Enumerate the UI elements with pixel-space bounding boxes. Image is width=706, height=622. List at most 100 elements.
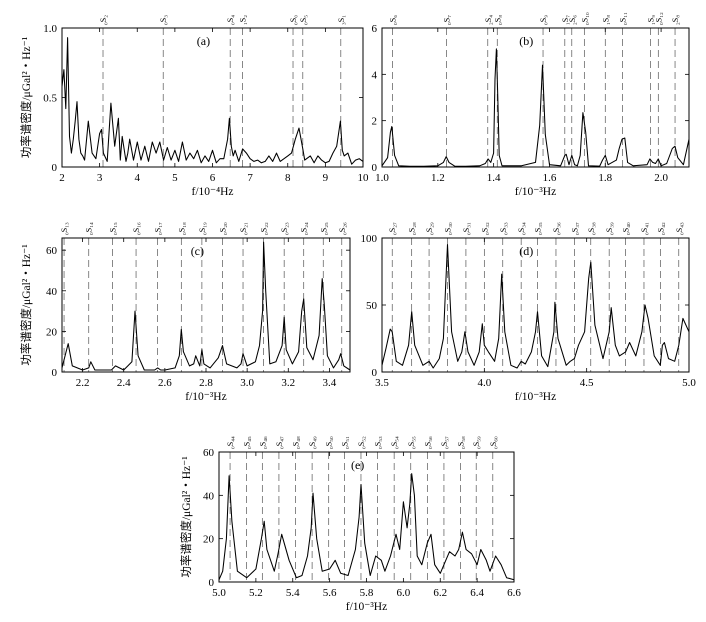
mode-label: ₀S₅₈ [457,436,466,449]
panel-c: ₀S₁₃ ₀S₁₄ ₀S₁₅ ₀S₁₆ ₀S₁₇ ₀S₁₈ ₀S₁₉ ₀S₂₀ ₀S₂₁ ₀S₂₂… [19,222,351,403]
y-tick-label: 0 [52,367,58,379]
mode-label: ₀S₆ [389,15,398,25]
mode-label: ₀S₂ [99,15,108,25]
panel-label: (e) [351,458,364,472]
y-tick-label: 40 [203,490,215,502]
x-tick-label: 2.6 [158,377,172,389]
x-tick-label: 1.6 [543,172,557,184]
mode-label: ₀S₁₃ [60,222,69,235]
axes-frame [381,237,690,373]
x-tick-label: 5.2 [249,587,263,599]
mode-label: ₀S₄₈ [292,436,301,449]
mode-label: ₃S₁ [337,15,346,25]
mode-label: ₀S₄₀ [622,222,631,235]
mode-label: ₀S₂₃ [280,222,289,235]
x-tick-label: 3.0 [240,377,254,389]
spectrum-line [381,48,690,167]
spectrum-line [218,473,515,581]
y-tick-label: 20 [46,326,58,338]
x-tick-label: 2.8 [199,377,213,389]
x-tick-label: 2.2 [76,377,90,389]
x-tick-label: 5.8 [360,587,374,599]
spectrum-line [61,241,351,371]
panel-e: ₀S₄₄ ₀S₄₅ ₀S₄₆ ₀S₄₇ ₀S₄₈ ₀S₄₉ ₀S₅₀ ₀S₅₁ ₀S₅₂ ₀S₅₃… [179,436,521,613]
mode-label: ₀S₃₀ [443,222,452,235]
x-tick-label: 3.4 [323,377,337,389]
mode-label: ₀S₅₅ [407,436,416,449]
mode-label: ₀S₂₆ [338,222,347,235]
mode-label: ₀S₄₅ [243,436,252,449]
mode-label: ₀S₃₇ [570,222,579,235]
mode-label: ₀S₁₆ [132,222,141,235]
y-axis-label: 功率谱密度/μGal²・Hz⁻¹ [19,36,33,158]
mode-label: ₀S₅₃ [374,436,383,449]
x-tick-label: 3 [97,172,103,184]
mode-label: ₀S₄₁ [640,222,649,235]
y-tick-label: 1.0 [43,23,57,35]
mode-label: ₂S₈ [671,15,680,25]
x-tick-label: 6.6 [507,587,521,599]
mode-label: ₀S₁₉ [198,222,207,235]
spectrum-line [381,244,690,369]
mode-label: ₀S₃₂ [480,222,489,235]
mode-label: ₀S₁₁ [619,12,628,25]
x-tick-label: 5.0 [212,587,226,599]
mode-label: ₀S₃₁ [462,222,471,235]
mode-label: ₀S₁₀ [580,12,589,25]
x-tick-label: 9 [323,172,329,184]
y-tick-label: 50 [366,300,378,312]
mode-label: ₀S₃₈ [587,222,596,235]
y-tick-label: 6 [372,23,378,35]
y-tick-label: 100 [361,233,378,245]
axes-frame [61,27,364,168]
mode-label: ₀S₂₁ [239,222,248,235]
x-tick-label: 3.5 [375,377,389,389]
mode-label: ₀S₉ [539,15,548,25]
y-tick-label: 0 [209,577,215,589]
mode-label: ₀S₂₇ [388,222,397,235]
x-axis-label: f/10⁻³Hz [515,391,556,403]
x-tick-label: 6 [210,172,216,184]
x-tick-label: 7 [247,172,253,184]
y-tick-label: 60 [46,245,58,257]
mode-label: ₁S₉ [646,15,655,25]
panel-label: (c) [191,244,204,258]
mode-label: ₀S₅₉ [472,436,481,449]
y-tick-label: 40 [46,286,58,298]
mode-label: ₀S₁₇ [154,222,163,235]
panel-a: ₀S₂ ₀S₃ ₀S₄ ₁S₂ ₀S₀ ₀S₅ ₃S₁ 2 3 4 5 6 7 8 9 10 0 0.5 1.0 (a… [19,15,369,198]
axes-frame [218,451,515,583]
mode-label: ₀S₁₅ [108,222,117,235]
mode-label: ₀S₅₂ [357,436,366,449]
x-tick-label: 8 [285,172,291,184]
y-tick-label: 0 [372,162,378,174]
mode-label: ₀S₅₀ [325,436,334,449]
mode-label: ₁S₇ [561,15,570,25]
x-tick-label: 1.0 [375,172,389,184]
x-tick-label: 2.0 [654,172,668,184]
mode-label: ₀S₄₂ [656,222,665,235]
mode-label: ₀S₂₂ [260,222,269,235]
y-tick-label: 0 [372,367,378,379]
mode-label: ₁S₂ [239,15,248,25]
mode-label: ₀S₈ [493,15,502,25]
mode-label: ₁S₈ [601,15,610,25]
axes-frame [381,27,690,168]
x-axis-label: f/10⁻⁴Hz [191,186,233,198]
x-tick-label: 5.4 [286,587,300,599]
mode-label: ₀S₅ [299,15,308,25]
mode-label: ₀S₃₉ [605,222,614,235]
panel-label: (d) [519,244,533,258]
mode-label: ₀S₁₂ [654,12,663,25]
x-tick-label: 5.0 [682,377,696,389]
mode-label: ₀S₃₃ [499,222,508,235]
y-tick-label: 0 [52,162,58,174]
mode-label: ₀S₄ [226,15,235,25]
y-tick-label: 2 [372,116,378,128]
mode-label: ₀S₁₄ [85,222,94,235]
mode-label: ₀S₃ [159,15,168,25]
mode-label: ₀S₁₈ [177,222,186,235]
mode-label: ₀S₄₇ [275,436,284,449]
